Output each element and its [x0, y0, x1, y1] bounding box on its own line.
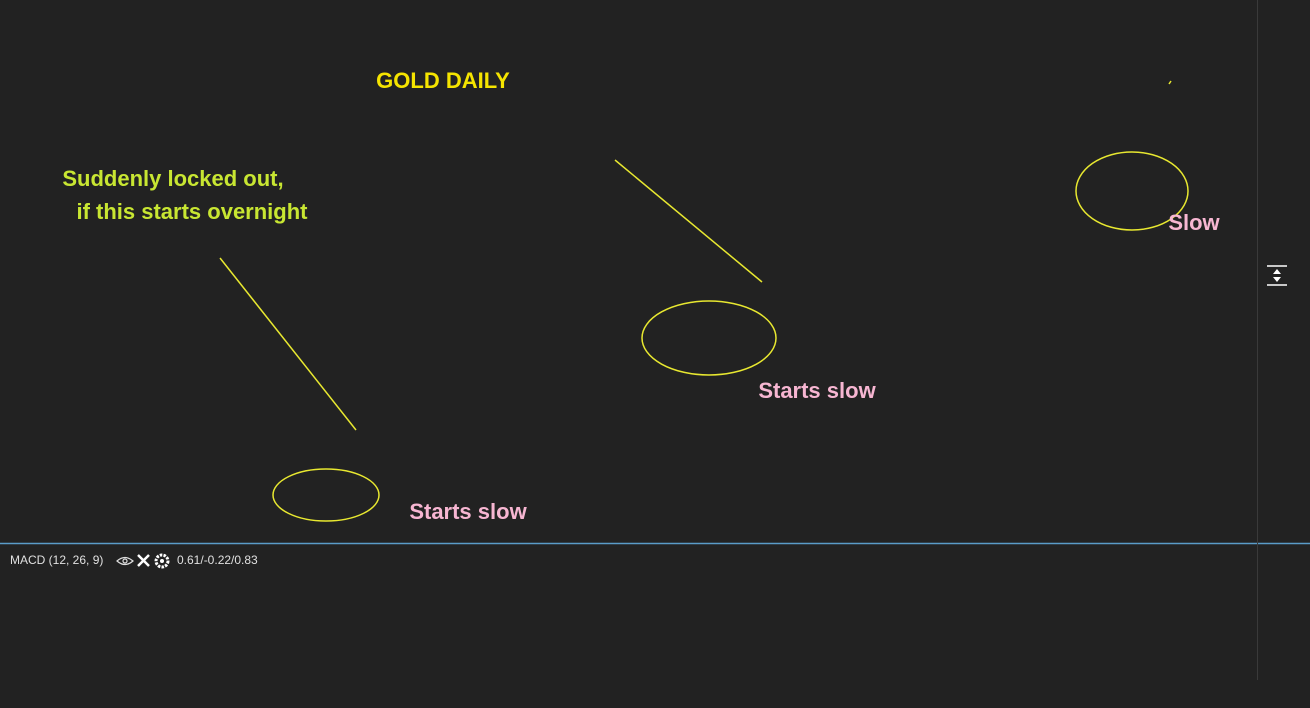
close-icon[interactable]	[137, 554, 150, 567]
ellipse	[1075, 151, 1189, 231]
annotation: if this starts overnight	[76, 199, 308, 224]
indicator-values: 0.61/-0.22/0.83	[177, 553, 258, 567]
arrow-line	[219, 257, 357, 431]
annotation: Starts slow	[758, 378, 876, 403]
annotation: Starts slow	[409, 499, 527, 524]
scale-icon[interactable]	[1267, 265, 1287, 286]
annotation-shapes	[219, 80, 1189, 522]
mark	[1168, 80, 1172, 85]
ellipse	[641, 300, 777, 376]
eye-icon[interactable]	[116, 556, 134, 566]
arrow-line	[614, 159, 763, 283]
indicator-title: MACD (12, 26, 9)	[10, 553, 103, 567]
ellipse	[272, 468, 380, 522]
chart-title: GOLD DAILY	[376, 68, 510, 93]
settings-icon[interactable]	[154, 553, 170, 569]
annotation: Suddenly locked out,	[62, 166, 283, 191]
annotation: Slow	[1168, 210, 1220, 235]
